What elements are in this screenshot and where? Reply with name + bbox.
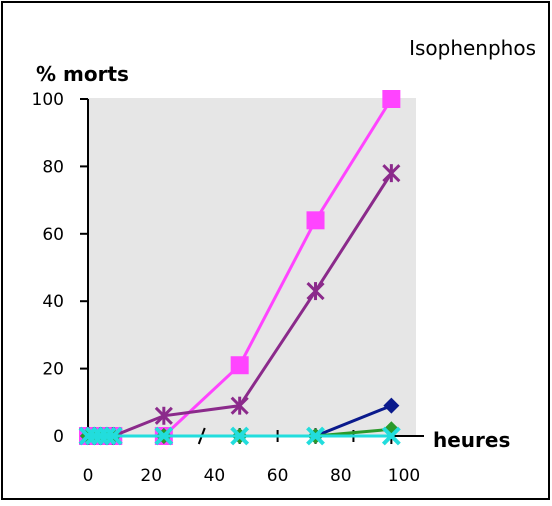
- y-tick-label: 60: [42, 225, 64, 245]
- data-point: [306, 211, 325, 230]
- y-tick-label: 0: [53, 427, 64, 447]
- data-point: [306, 282, 325, 301]
- marker-stroke: [381, 426, 401, 446]
- data-point: [381, 426, 401, 446]
- marker-stroke: [103, 426, 123, 446]
- marker-stroke: [97, 426, 117, 446]
- data-point: [382, 164, 401, 183]
- y-tick-label: 40: [42, 292, 64, 312]
- data-point: [230, 356, 249, 375]
- y-tick-label: 20: [42, 360, 64, 380]
- data-point: [230, 396, 249, 415]
- data-point: [97, 426, 117, 446]
- marker-stroke: [230, 426, 250, 446]
- x-tick-label: 60: [267, 466, 289, 486]
- x-tick-label: 20: [140, 466, 162, 486]
- data-point: [154, 426, 174, 446]
- x-tick-label: 40: [204, 466, 226, 486]
- x-tick-label: 80: [330, 466, 352, 486]
- data-point: [154, 406, 173, 425]
- data-point: [306, 426, 325, 446]
- y-axis-label: % morts: [36, 62, 129, 86]
- data-point: [230, 426, 250, 446]
- marker-stroke: [306, 426, 325, 446]
- y-tick-label: 100: [32, 90, 64, 110]
- plot-area: [88, 98, 416, 436]
- x-tick-label: 100: [388, 466, 420, 486]
- y-tick-label: 80: [42, 157, 64, 177]
- marker-stroke: [154, 426, 174, 446]
- x-axis-label: heures: [433, 428, 510, 452]
- data-point: [383, 397, 400, 414]
- x-tick-label: 0: [83, 466, 94, 486]
- data-point: [382, 90, 401, 108]
- series-layer: [78, 90, 401, 446]
- chart-title: Isophenphos: [409, 36, 536, 60]
- data-point: [103, 426, 123, 446]
- series-5: [78, 426, 401, 446]
